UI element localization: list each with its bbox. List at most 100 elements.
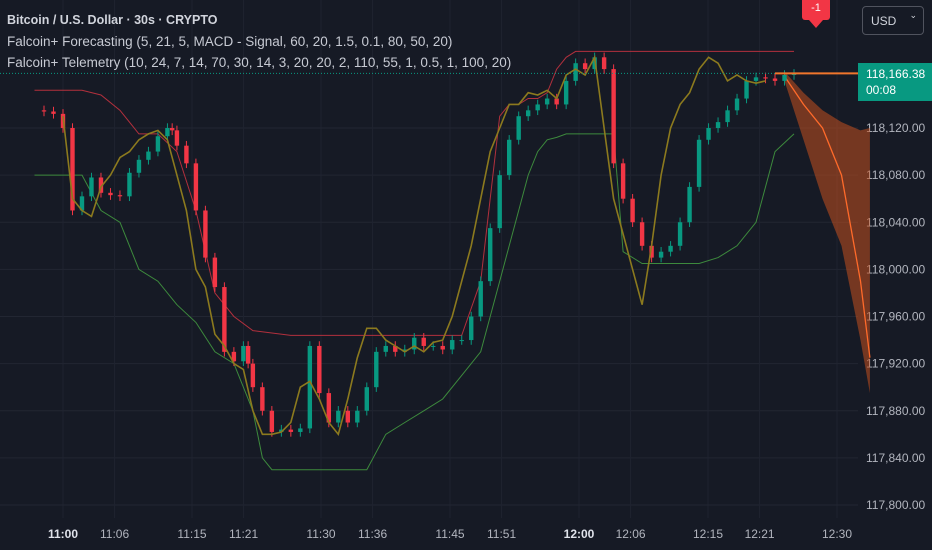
candle-up[interactable] — [241, 345, 246, 362]
candle-up[interactable] — [402, 349, 407, 352]
candle-up[interactable] — [753, 77, 759, 81]
currency-label: USD — [871, 14, 897, 28]
alert-badge[interactable]: -1 — [802, 0, 830, 20]
candle-down[interactable] — [41, 110, 47, 112]
candle-down[interactable] — [611, 69, 616, 164]
candle-down[interactable] — [203, 210, 208, 258]
candle-down[interactable] — [117, 195, 123, 197]
candle-down[interactable] — [326, 393, 332, 423]
symbol-title[interactable]: Bitcoin / U.S. Dollar · 30s · CRYPTO — [7, 13, 218, 27]
chevron-down-icon: ⌄ — [909, 10, 917, 20]
candle-down[interactable] — [639, 222, 645, 246]
candle-up[interactable] — [687, 186, 692, 223]
candle-down[interactable] — [184, 145, 189, 164]
candle-down[interactable] — [108, 192, 113, 196]
candle-up[interactable] — [696, 139, 702, 187]
candle-down[interactable] — [169, 128, 175, 131]
candle-up[interactable] — [658, 251, 664, 258]
candle-up[interactable] — [364, 387, 369, 411]
candle-up[interactable] — [497, 175, 502, 229]
indicator-telemetry-label[interactable]: Falcoin+ Telemetry (10, 24, 7, 14, 70, 3… — [7, 55, 512, 70]
candle-down[interactable] — [260, 387, 265, 411]
candle-up[interactable] — [782, 74, 787, 81]
candle-up[interactable] — [734, 98, 740, 111]
candle-down[interactable] — [393, 345, 398, 352]
candle-down[interactable] — [70, 128, 75, 211]
candle-down[interactable] — [649, 245, 654, 258]
candle-up[interactable] — [374, 351, 379, 388]
candle-down[interactable] — [245, 345, 251, 364]
candle-down[interactable] — [212, 257, 218, 288]
alert-badge-label: -1 — [811, 2, 821, 14]
candle-up[interactable] — [791, 73, 797, 75]
candle-down[interactable] — [222, 287, 227, 352]
candle-up[interactable] — [136, 159, 142, 173]
candle-up[interactable] — [525, 110, 531, 117]
candle-down[interactable] — [554, 98, 559, 105]
candle-up[interactable] — [488, 228, 493, 282]
candle-down[interactable] — [421, 337, 426, 346]
candle-down[interactable] — [193, 163, 199, 211]
candle-up[interactable] — [165, 128, 170, 137]
candle-up[interactable] — [535, 104, 540, 111]
candle-up[interactable] — [715, 122, 721, 128]
candle-down[interactable] — [630, 198, 635, 223]
candle-down[interactable] — [288, 429, 294, 432]
candle-up[interactable] — [412, 337, 417, 350]
candle-down[interactable] — [620, 163, 626, 199]
last-price-value: 118,166.38 — [866, 67, 926, 81]
candle-up[interactable] — [89, 177, 94, 197]
y-tick-label: 117,920.00 — [866, 357, 925, 371]
candle-down[interactable] — [440, 345, 445, 350]
candle-up[interactable] — [431, 345, 436, 347]
candle-up[interactable] — [298, 428, 303, 432]
candle-up[interactable] — [563, 80, 569, 105]
y-tick-label: 118,040.00 — [866, 215, 925, 229]
candle-up[interactable] — [79, 196, 85, 211]
candle-up[interactable] — [516, 116, 521, 140]
candle-down[interactable] — [317, 345, 322, 394]
candle-down[interactable] — [601, 57, 607, 70]
candle-up[interactable] — [725, 110, 730, 123]
x-tick-label: 11:45 — [435, 527, 464, 541]
candle-up[interactable] — [383, 345, 388, 352]
candle-up[interactable] — [459, 340, 464, 342]
candle-down[interactable] — [345, 410, 351, 423]
candle-down[interactable] — [582, 63, 588, 70]
candle-up[interactable] — [146, 151, 151, 160]
candle-up[interactable] — [450, 340, 455, 350]
candle-down[interactable] — [98, 177, 104, 193]
x-tick-label: 12:06 — [616, 527, 646, 541]
x-tick-label: 11:06 — [100, 527, 129, 541]
chart-legend: Bitcoin / U.S. Dollar · 30s · CRYPTO Fal… — [7, 10, 511, 73]
candle-up[interactable] — [155, 136, 161, 152]
candle-up[interactable] — [706, 128, 711, 140]
candle-down[interactable] — [763, 77, 768, 79]
candle-up[interactable] — [744, 80, 749, 99]
candle-up[interactable] — [336, 410, 341, 423]
candle-up[interactable] — [307, 345, 313, 429]
y-tick-label: 118,000.00 — [866, 262, 925, 276]
candle-up[interactable] — [127, 172, 132, 197]
last-price-tag: 118,166.38 00:08 — [858, 63, 932, 101]
time-axis[interactable] — [0, 518, 858, 550]
candle-up[interactable] — [469, 316, 474, 341]
indicator-forecasting-label[interactable]: Falcoin+ Forecasting (5, 21, 5, MACD - S… — [7, 34, 453, 49]
candle-up[interactable] — [668, 245, 673, 252]
candle-up[interactable] — [677, 222, 683, 246]
candle-up[interactable] — [279, 429, 284, 432]
candle-up[interactable] — [573, 63, 578, 81]
candle-down[interactable] — [772, 78, 778, 81]
candle-down[interactable] — [250, 363, 256, 388]
candle-up[interactable] — [355, 410, 360, 423]
candle-up[interactable] — [544, 98, 550, 105]
candle-down[interactable] — [269, 410, 275, 432]
candle-down[interactable] — [231, 351, 237, 362]
candle-down[interactable] — [174, 130, 180, 146]
currency-button[interactable]: USD ⌄ — [862, 6, 924, 35]
candle-up[interactable] — [506, 139, 512, 176]
candle-up[interactable] — [478, 281, 483, 317]
candle-down[interactable] — [51, 111, 56, 114]
